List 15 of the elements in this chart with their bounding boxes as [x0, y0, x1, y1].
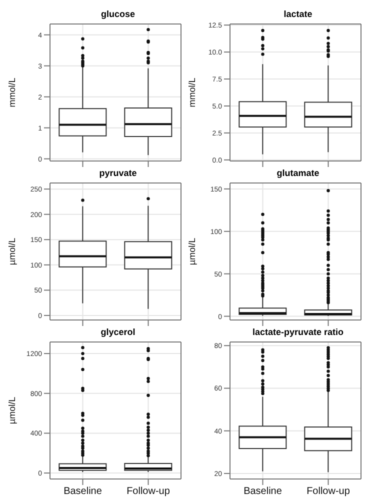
y-axis-title: mmol/L	[187, 78, 198, 108]
y-axis-title: µmol/L	[7, 396, 18, 424]
y-axis-title: mmol/L	[7, 78, 18, 108]
y-axis-title: µmol/L	[7, 238, 18, 266]
x-tick-label: Follow-up	[306, 486, 350, 498]
x-tick-label: Baseline	[244, 486, 282, 498]
chart-title: glucose	[100, 8, 136, 21]
chart-title: glutamate	[276, 167, 320, 180]
chart-title: lactate	[282, 8, 314, 21]
chart-title: lactate-pyruvate ratio	[251, 326, 345, 339]
chart-title: glycerol	[100, 326, 136, 339]
chart-title: pyruvate	[98, 167, 138, 180]
y-axis-title: µmol/L	[187, 238, 198, 266]
x-tick-label: Follow-up	[126, 486, 170, 498]
x-tick-label: Baseline	[64, 486, 102, 498]
